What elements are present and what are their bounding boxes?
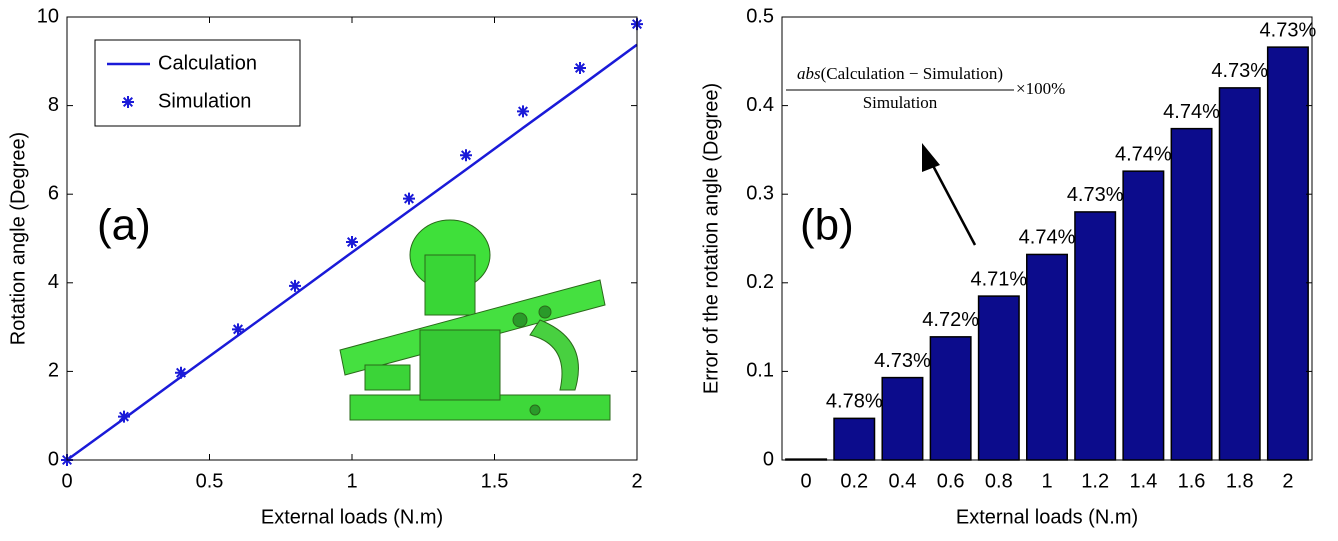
bar	[1123, 171, 1163, 460]
y-tick-label: 0.5	[746, 5, 774, 27]
percent-label: 4.73%	[1211, 60, 1268, 82]
bar	[1171, 129, 1211, 460]
x-tick-label: 1	[346, 470, 357, 492]
percent-label: 4.74%	[1115, 143, 1172, 165]
bar	[1075, 212, 1115, 460]
formula-numerator-text: (Calculation − Simulation)	[821, 64, 1003, 83]
percent-label: 4.74%	[1019, 227, 1076, 249]
x-tick-label: 1.8	[1226, 470, 1254, 492]
bar	[1268, 47, 1308, 460]
bar	[1027, 254, 1067, 460]
x-tick-label: 2	[631, 470, 642, 492]
percent-label: 4.72%	[922, 309, 979, 331]
bar	[834, 418, 874, 460]
simulation-marker	[118, 411, 130, 423]
percent-label: 4.73%	[874, 350, 931, 372]
x-tick-label: 1	[1041, 470, 1052, 492]
percent-label: 4.73%	[1260, 19, 1317, 41]
y-tick-label: 0.4	[746, 94, 774, 116]
x-tick-label: 0.6	[937, 470, 965, 492]
simulation-marker	[346, 236, 358, 248]
percent-label: 4.73%	[1067, 184, 1124, 206]
y-tick-label: 0.2	[746, 271, 774, 293]
y-tick-label: 6	[48, 182, 59, 204]
x-tick-label: 2	[1282, 470, 1293, 492]
simulation-marker	[289, 280, 301, 292]
legend-marker	[122, 96, 134, 108]
formula-factor: ×100%	[1016, 79, 1065, 98]
percent-label: 4.74%	[1163, 101, 1220, 123]
simulation-marker	[517, 105, 529, 117]
y-tick-label: 8	[48, 94, 59, 116]
fem-model-illustration	[340, 220, 610, 420]
simulation-marker	[232, 323, 244, 335]
percent-label: 4.78%	[826, 391, 883, 413]
simulation-marker	[403, 193, 415, 205]
figure: 00.511.520246810External loads (N.m)Rota…	[0, 0, 1338, 536]
legend-label: Calculation	[158, 52, 257, 74]
x-tick-label: 1.6	[1178, 470, 1206, 492]
x-tick-label: 1.5	[481, 470, 509, 492]
x-tick-label: 1.2	[1081, 470, 1109, 492]
y-tick-label: 2	[48, 360, 59, 382]
x-tick-label: 0.5	[196, 470, 224, 492]
y-tick-label: 0	[48, 448, 59, 470]
x-axis-label: External loads (N.m)	[261, 506, 443, 528]
y-axis-label: Rotation angle (Degree)	[7, 132, 29, 345]
x-axis-label: External loads (N.m)	[956, 506, 1138, 528]
bar	[882, 378, 922, 460]
bar	[930, 337, 970, 460]
legend-label: Simulation	[158, 90, 251, 112]
bar	[1219, 88, 1259, 460]
y-tick-label: 0.3	[746, 182, 774, 204]
x-tick-label: 0.2	[840, 470, 868, 492]
formula-denominator: Simulation	[863, 93, 938, 112]
y-tick-label: 0.1	[746, 360, 774, 382]
formula-arrow	[922, 143, 975, 245]
formula-function: abs	[797, 64, 821, 83]
simulation-marker	[175, 367, 187, 379]
panel-label: (b)	[800, 201, 854, 250]
x-tick-label: 1.4	[1129, 470, 1157, 492]
formula-numerator: abs(Calculation − Simulation)	[797, 64, 1003, 83]
y-tick-label: 10	[37, 5, 59, 27]
x-tick-label: 0.8	[985, 470, 1013, 492]
panel-label: (a)	[97, 201, 151, 250]
x-tick-label: 0	[801, 470, 812, 492]
simulation-marker	[574, 62, 586, 74]
simulation-marker	[460, 149, 472, 161]
y-tick-label: 4	[48, 271, 59, 293]
x-tick-label: 0	[61, 470, 72, 492]
y-axis-label: Error of the rotation angle (Degree)	[700, 83, 722, 394]
x-tick-label: 0.4	[889, 470, 917, 492]
percent-label: 4.71%	[970, 268, 1027, 290]
y-tick-label: 0	[763, 448, 774, 470]
bar	[979, 296, 1019, 460]
